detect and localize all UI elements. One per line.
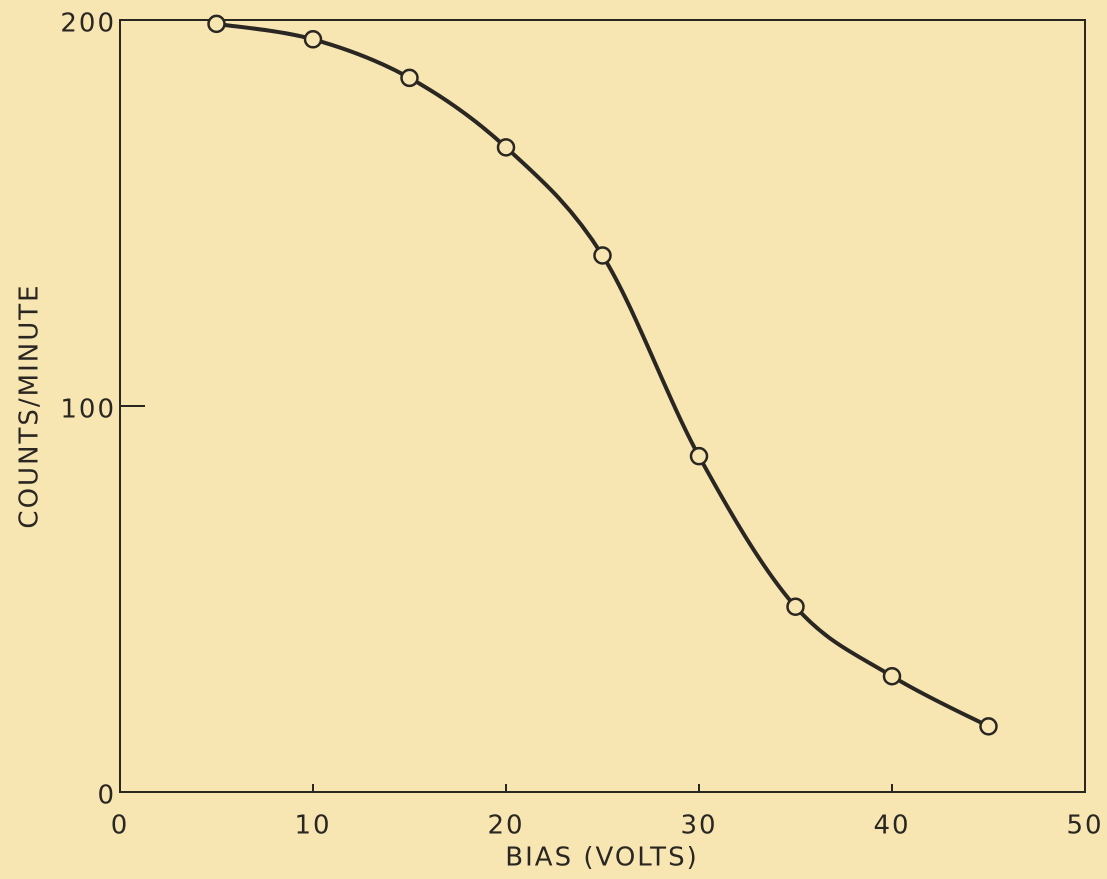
data-point — [689, 446, 709, 466]
x-tick-label: 10 — [294, 811, 331, 841]
plot-frame — [119, 19, 1086, 793]
data-point — [207, 14, 226, 34]
y-tick-label: 0 — [97, 781, 116, 811]
x-tick-label: 0 — [111, 811, 130, 841]
data-point — [303, 30, 323, 49]
curve — [216, 21, 990, 729]
x-tick-label: 30 — [680, 811, 717, 841]
y-tick-label: 100 — [60, 395, 116, 425]
data-point — [400, 68, 419, 88]
data-point — [979, 717, 998, 736]
y-axis-label: COUNTS/MINUTE — [15, 283, 45, 528]
x-tick-label: 50 — [1066, 811, 1103, 841]
data-point — [496, 138, 516, 157]
x-tick-label: 20 — [487, 811, 524, 841]
x-tick-label: 40 — [873, 811, 910, 841]
data-point — [786, 597, 805, 616]
x-axis-label: BIAS (VOLTS) — [505, 843, 698, 873]
y-tick-label: 200 — [60, 9, 116, 39]
data-point — [882, 666, 902, 686]
data-point — [593, 246, 612, 265]
